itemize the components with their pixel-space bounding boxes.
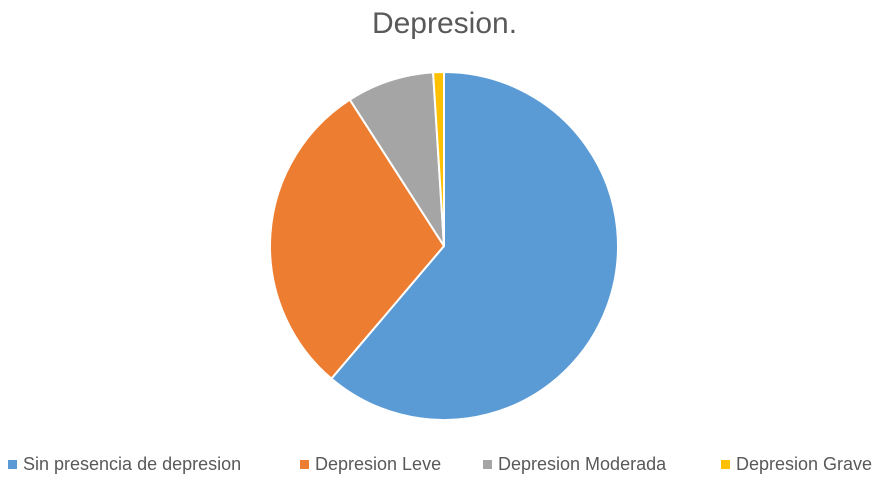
legend-item-moderada: Depresion Moderada bbox=[483, 452, 666, 476]
pie-slice-leve bbox=[269, 98, 445, 380]
pie-chart bbox=[269, 71, 619, 421]
legend-swatch-leve bbox=[300, 459, 309, 469]
legend-swatch-grave bbox=[721, 459, 730, 469]
legend-item-leve: Depresion Leve bbox=[300, 452, 441, 476]
legend-label-leve: Depresion Leve bbox=[315, 453, 442, 474]
pie-slice-sin-presencia bbox=[330, 71, 619, 421]
legend-item-sin-presencia: Sin presencia de depresion bbox=[8, 452, 241, 476]
chart-title: Depresion. bbox=[371, 7, 518, 40]
legend-swatch-moderada bbox=[483, 459, 492, 469]
legend-label-moderada: Depresion Moderada bbox=[498, 453, 667, 474]
legend: Sin presencia de depresion Depresion Lev… bbox=[0, 452, 889, 476]
legend-label-sin-presencia: Sin presencia de depresion bbox=[23, 453, 242, 474]
legend-label-grave: Depresion Grave bbox=[736, 453, 873, 474]
legend-swatch-sin-presencia bbox=[8, 459, 17, 469]
pie-slice-grave bbox=[432, 71, 445, 247]
legend-item-grave: Depresion Grave bbox=[721, 452, 872, 476]
pie-slice-moderada bbox=[348, 71, 445, 247]
